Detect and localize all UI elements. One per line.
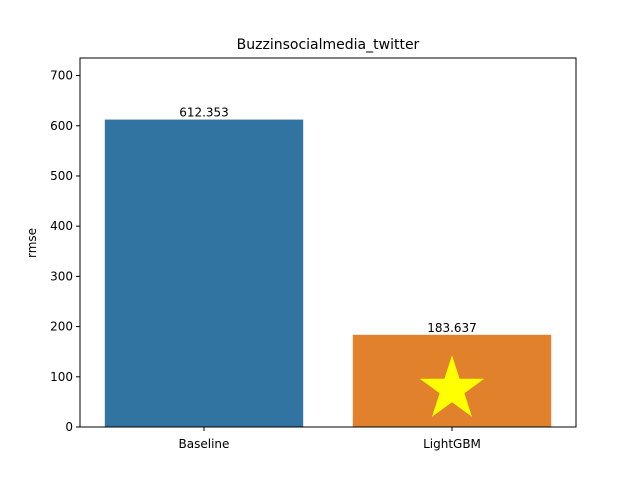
y-tick-label: 400 bbox=[50, 219, 73, 233]
y-tick-label: 100 bbox=[50, 370, 73, 384]
y-axis: 0 100 200 300 400 500 600 700 bbox=[50, 69, 80, 434]
x-tick-label-baseline: Baseline bbox=[179, 437, 230, 451]
chart-title: Buzzinsocialmedia_twitter bbox=[237, 37, 420, 53]
y-axis-label: rmse bbox=[25, 228, 39, 258]
best-model-star-icon bbox=[419, 355, 485, 417]
x-axis: Baseline LightGBM bbox=[179, 427, 481, 451]
y-tick-label: 600 bbox=[50, 119, 73, 133]
bar-baseline bbox=[104, 119, 304, 428]
y-tick-label: 500 bbox=[50, 169, 73, 183]
bars-group: 612.353 183.637 bbox=[104, 106, 552, 428]
x-tick-label-lightgbm: LightGBM bbox=[423, 437, 481, 451]
y-tick-label: 0 bbox=[65, 420, 73, 434]
plot-frame bbox=[79, 57, 577, 428]
y-tick-label: 300 bbox=[50, 269, 73, 283]
data-label-baseline: 612.353 bbox=[179, 106, 229, 120]
y-tick-label: 700 bbox=[50, 69, 73, 83]
data-label-lightgbm: 183.637 bbox=[427, 321, 477, 335]
y-tick-label: 200 bbox=[50, 320, 73, 334]
